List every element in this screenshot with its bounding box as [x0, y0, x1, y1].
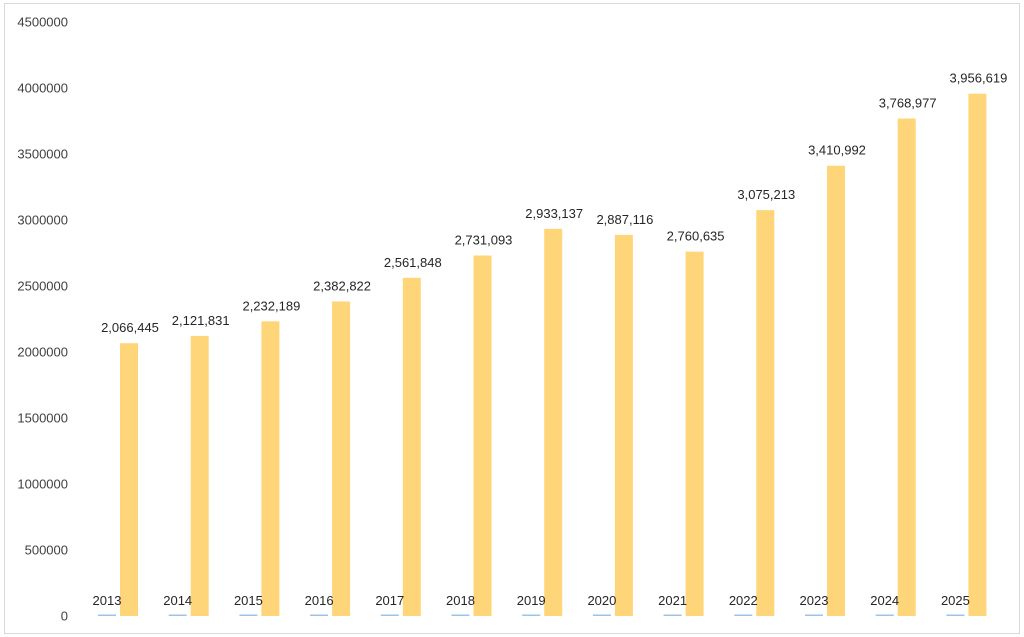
- x-tick-label: 2022: [729, 593, 758, 608]
- bar-series2: [120, 343, 138, 616]
- data-label: 2,933,137: [525, 206, 583, 221]
- x-tick-label: 2024: [870, 593, 899, 608]
- bar-series2: [756, 210, 775, 616]
- bar-series1: [734, 614, 753, 616]
- bar-series1: [663, 614, 682, 616]
- bar-series1: [310, 614, 329, 616]
- data-label: 2,232,189: [242, 298, 300, 313]
- y-tick-label: 3000000: [17, 213, 68, 228]
- bar-series2: [402, 277, 421, 616]
- y-tick-label: 1000000: [17, 477, 68, 492]
- bar-series2: [897, 118, 916, 617]
- chart-frame: [4, 3, 1020, 634]
- y-tick-label: 1500000: [17, 411, 68, 426]
- bar-series1: [805, 614, 823, 616]
- x-tick-label: 2017: [375, 593, 404, 608]
- y-tick-label: 3500000: [17, 147, 68, 162]
- bar-series2: [332, 301, 351, 616]
- data-label: 2,731,093: [455, 232, 513, 247]
- x-tick-label: 2018: [446, 593, 475, 608]
- bar-series2: [190, 335, 209, 616]
- data-label: 3,768,977: [879, 95, 937, 110]
- bar-series1: [239, 614, 258, 616]
- x-tick-label: 2014: [163, 593, 192, 608]
- bar-series2: [968, 93, 987, 616]
- x-tick-label: 2021: [658, 593, 687, 608]
- x-tick-label: 2025: [941, 593, 970, 608]
- x-tick-label: 2019: [517, 593, 546, 608]
- data-labels: 2,066,445 2,121,831 2,232,189 2,382,822 2,56…: [101, 71, 1007, 336]
- data-label: 2,066,445: [101, 320, 159, 335]
- data-label: 3,075,213: [737, 187, 795, 202]
- bar-series1: [592, 614, 611, 616]
- x-tick-label: 2015: [234, 593, 263, 608]
- x-tick-label: 2020: [587, 593, 616, 608]
- y-tick-label: 500000: [25, 543, 68, 558]
- data-label: 3,956,619: [949, 71, 1007, 86]
- y-tick-label: 2500000: [17, 279, 68, 294]
- bar-series2: [473, 255, 492, 616]
- bar-series2: [827, 165, 845, 616]
- bar-series1: [522, 614, 541, 616]
- data-label: 2,382,822: [313, 278, 371, 293]
- data-label: 2,887,116: [596, 212, 653, 227]
- x-axis: 2013 2014 2015 2016 2017 2018 2019 2020 2021 2022…: [93, 593, 970, 608]
- y-tick-label: 4000000: [17, 81, 68, 96]
- bar-series1: [380, 614, 399, 616]
- y-tick-label: 2000000: [17, 345, 68, 360]
- y-axis: 0 500000 1000000 1500000 2000000 2500000 30000…: [17, 15, 68, 624]
- bar-series1: [946, 614, 965, 616]
- bar-series2: [685, 251, 704, 616]
- y-tick-label: 0: [61, 609, 68, 624]
- x-tick-label: 2016: [305, 593, 334, 608]
- data-label: 2,561,848: [384, 255, 442, 270]
- data-label: 2,121,831: [172, 313, 230, 328]
- bar-series1: [875, 614, 894, 616]
- y-tick-label: 4500000: [17, 15, 68, 30]
- bars: [98, 93, 987, 617]
- bar-series2: [544, 228, 563, 616]
- bar-series1: [168, 614, 187, 616]
- bar-series1: [98, 614, 116, 616]
- bar-series2: [614, 234, 633, 616]
- bar-series2: [261, 321, 280, 616]
- x-tick-label: 2013: [93, 593, 122, 608]
- data-label: 2,760,635: [667, 229, 725, 244]
- data-label: 3,410,992: [808, 143, 866, 158]
- x-tick-label: 2023: [800, 593, 829, 608]
- bar-series1: [451, 614, 470, 616]
